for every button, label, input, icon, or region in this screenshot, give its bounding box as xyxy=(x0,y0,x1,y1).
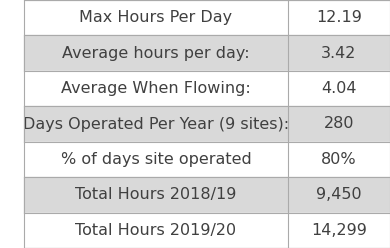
Text: Average hours per day:: Average hours per day: xyxy=(62,46,250,61)
Text: 280: 280 xyxy=(324,117,354,131)
Text: 12.19: 12.19 xyxy=(316,10,362,25)
Bar xyxy=(287,0,390,35)
Bar xyxy=(24,142,287,177)
Text: 4.04: 4.04 xyxy=(321,81,356,96)
Bar xyxy=(287,177,390,213)
Text: 9,450: 9,450 xyxy=(316,187,362,202)
Text: 14,299: 14,299 xyxy=(311,223,367,238)
Bar xyxy=(287,142,390,177)
Text: 3.42: 3.42 xyxy=(321,46,356,61)
Text: Average When Flowing:: Average When Flowing: xyxy=(61,81,251,96)
Bar xyxy=(287,71,390,106)
Text: Total Hours 2019/20: Total Hours 2019/20 xyxy=(75,223,236,238)
Text: Total Hours 2018/19: Total Hours 2018/19 xyxy=(75,187,237,202)
Bar xyxy=(24,213,287,248)
Text: % of days site operated: % of days site operated xyxy=(60,152,251,167)
Bar xyxy=(24,0,287,35)
Bar xyxy=(24,106,287,142)
Bar xyxy=(287,106,390,142)
Bar xyxy=(24,35,287,71)
Text: Days Operated Per Year (9 sites):: Days Operated Per Year (9 sites): xyxy=(23,117,289,131)
Text: 80%: 80% xyxy=(321,152,356,167)
Bar xyxy=(24,71,287,106)
Bar xyxy=(287,35,390,71)
Bar xyxy=(24,177,287,213)
Text: Max Hours Per Day: Max Hours Per Day xyxy=(79,10,232,25)
Bar xyxy=(287,213,390,248)
